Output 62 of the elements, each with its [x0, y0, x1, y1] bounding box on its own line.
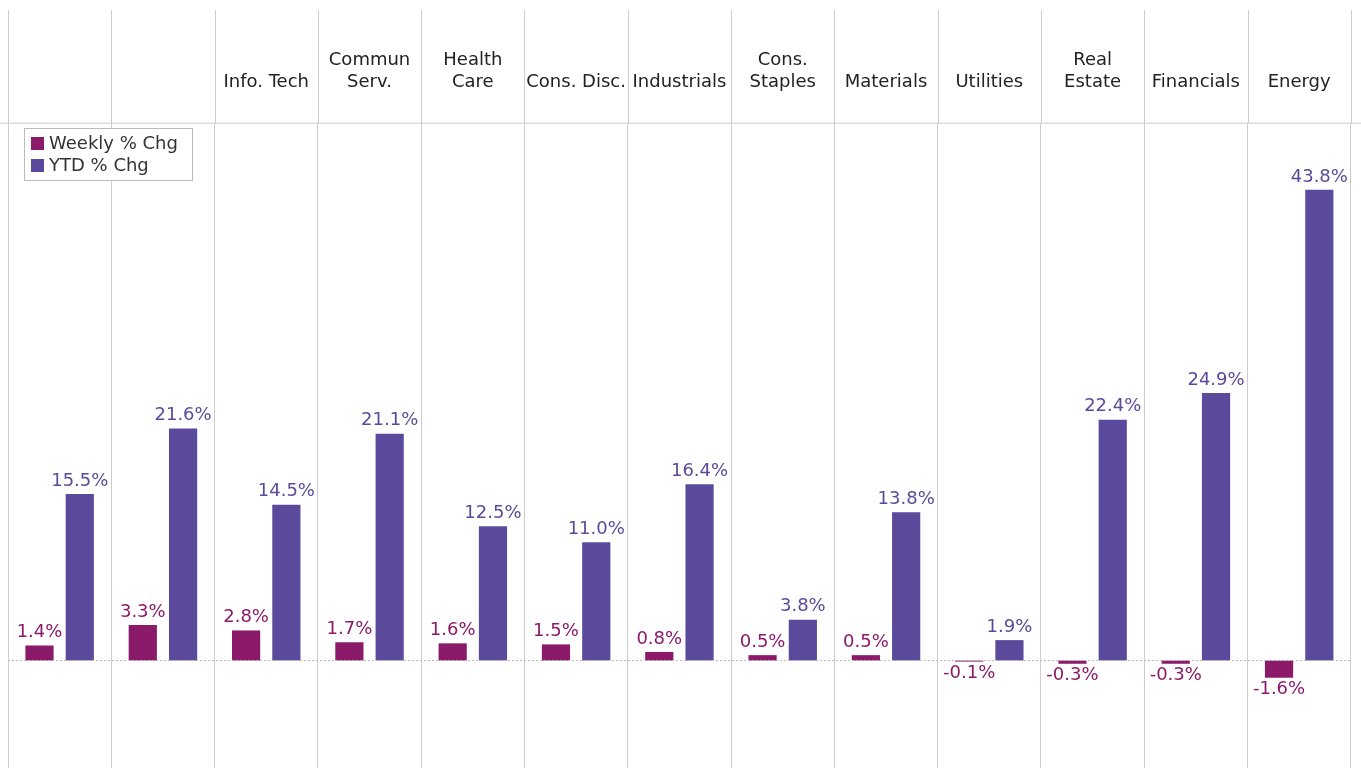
bar	[892, 512, 921, 661]
bar	[995, 640, 1024, 661]
x-tick-label: Financials	[1151, 70, 1240, 92]
x-tick-label: Real Estate	[1064, 48, 1122, 92]
data-label: 1.5%	[533, 619, 579, 641]
data-label: -1.6%	[1252, 677, 1306, 699]
bar	[685, 484, 714, 661]
bar	[335, 642, 364, 661]
bar	[748, 655, 777, 661]
data-label: 0.5%	[843, 629, 889, 651]
legend-label: Weekly % Chg	[48, 132, 178, 154]
data-label: 14.5%	[257, 479, 315, 501]
data-label: 0.8%	[636, 626, 683, 648]
data-label: 1.6%	[429, 618, 476, 640]
data-label: 21.6%	[154, 403, 212, 425]
bar	[1264, 660, 1294, 678]
legend-label: YTD % Chg	[48, 154, 150, 176]
x-tick-label: Energy	[1267, 70, 1332, 92]
bar	[788, 619, 817, 661]
bar	[65, 493, 94, 661]
data-label: -0.3%	[1046, 663, 1099, 685]
bar	[582, 542, 611, 661]
x-tick-label: Health Care	[443, 48, 503, 92]
x-tick-label: Cons. Disc.	[526, 70, 626, 92]
data-label: 13.8%	[877, 486, 935, 508]
data-label: 3.8%	[779, 594, 826, 616]
data-label: -0.1%	[943, 661, 996, 683]
x-tick-label: Commun Serv.	[328, 48, 411, 92]
bar	[478, 526, 508, 661]
bar	[1201, 392, 1231, 661]
x-tick-label: Cons. Staples	[749, 48, 816, 92]
data-label: 1.7%	[326, 616, 373, 638]
data-label: 1.4%	[16, 620, 63, 642]
bar	[25, 645, 54, 661]
data-label: 24.9%	[1187, 367, 1245, 389]
bar	[168, 428, 198, 661]
x-tick-label: Utilities	[955, 70, 1024, 92]
bar	[232, 630, 261, 661]
x-tick-label: Info. Tech	[223, 70, 309, 92]
data-label: 0.5%	[739, 629, 786, 651]
data-label: 15.5%	[51, 468, 109, 490]
bar	[645, 651, 674, 661]
bar	[1305, 189, 1334, 661]
data-label: 22.4%	[1084, 394, 1142, 416]
x-tick-label: Industrials	[632, 70, 727, 92]
bar	[375, 433, 404, 661]
data-label: 43.8%	[1290, 164, 1348, 186]
data-label: 2.8%	[223, 605, 269, 627]
data-label: -0.3%	[1149, 663, 1202, 685]
data-label: 12.5%	[464, 500, 522, 522]
data-label: 3.3%	[119, 599, 166, 621]
bar	[851, 655, 880, 661]
data-label: 1.9%	[986, 614, 1033, 636]
bar	[128, 625, 157, 661]
x-tick-label: Materials	[844, 70, 928, 92]
bar	[438, 643, 467, 661]
data-label: 11.0%	[567, 516, 625, 538]
bar	[272, 504, 301, 661]
bar	[541, 644, 571, 661]
data-label: 16.4%	[670, 458, 729, 480]
bar	[1098, 419, 1127, 661]
data-label: 21.1%	[361, 408, 419, 430]
